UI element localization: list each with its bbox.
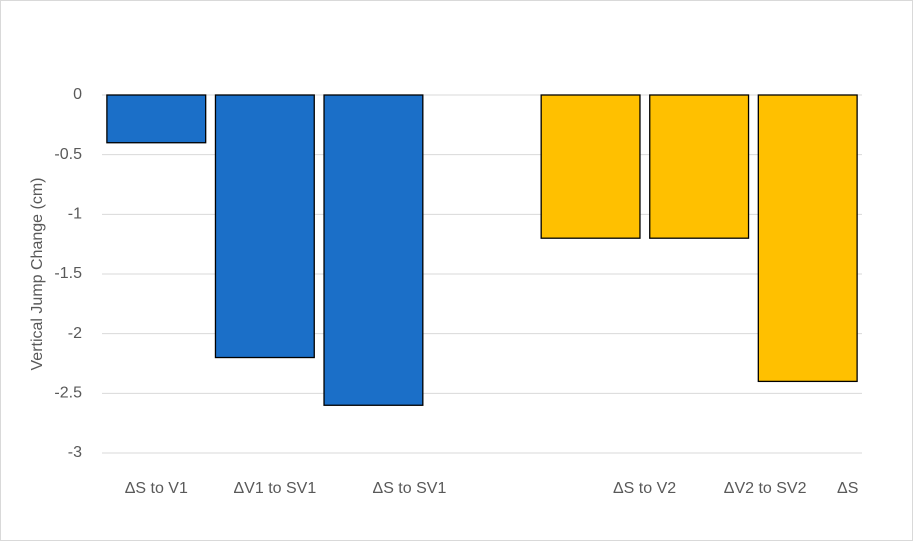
x-tick-label: ΔV2 to SV2: [724, 480, 807, 497]
y-tick-label: -2.5: [54, 385, 82, 402]
bar: [649, 94, 750, 239]
x-tick-label: ΔV1 to SV1: [233, 480, 316, 497]
y-tick-label: -1: [68, 206, 82, 223]
x-tick-label: ΔS to V2: [613, 480, 676, 497]
y-axis-label: Vertical Jump Change (cm): [29, 178, 46, 371]
bar: [106, 94, 207, 144]
x-tick-label: ΔS to V1: [125, 480, 188, 497]
x-tick-label: ΔS to SV1: [373, 480, 447, 497]
bar: [214, 94, 315, 359]
y-tick-label: -0.5: [54, 146, 82, 163]
y-tick-label: -1.5: [54, 265, 82, 282]
bar: [323, 94, 424, 406]
bar: [757, 94, 858, 383]
y-tick-label: 0: [73, 86, 82, 103]
bar: [540, 94, 641, 239]
y-tick-label: -2: [68, 325, 82, 342]
x-tick-label: ΔS: [837, 480, 858, 497]
y-tick-label: -3: [68, 444, 82, 461]
